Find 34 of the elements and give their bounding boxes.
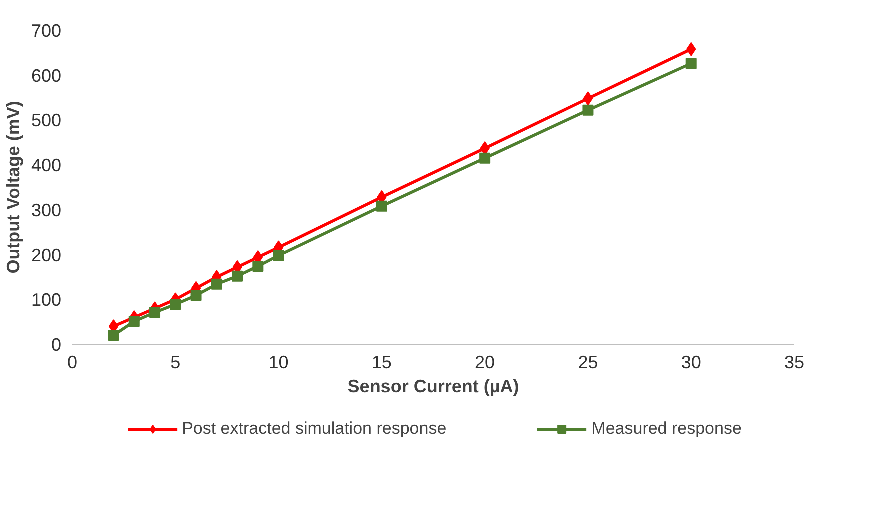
point — [252, 260, 264, 272]
x-tick-label: 35 — [784, 352, 805, 372]
point — [376, 200, 388, 212]
point — [273, 250, 284, 262]
point — [582, 104, 594, 116]
y-tick-label: 500 — [31, 110, 62, 131]
point — [128, 316, 140, 328]
point — [190, 290, 202, 302]
point — [232, 270, 244, 282]
x-tick-label: 15 — [372, 352, 392, 372]
point — [108, 330, 120, 342]
y-axis-title: Output Voltage (mV) — [3, 101, 24, 274]
point — [686, 58, 697, 70]
y-tick-label: 0 — [51, 335, 62, 355]
x-tick-label: 20 — [475, 352, 496, 372]
x-tick-label: 25 — [578, 352, 598, 372]
point — [150, 307, 161, 318]
x-axis-title: Sensor Current (µA) — [348, 376, 520, 396]
y-tick-label: 400 — [31, 156, 62, 176]
y-tick-label: 300 — [31, 200, 62, 220]
legend-label: Post extracted simulation response — [182, 419, 447, 439]
point — [480, 152, 491, 164]
point — [583, 92, 594, 106]
point — [211, 278, 222, 290]
legend-label: Measured response — [592, 419, 742, 439]
y-tick-label: 200 — [31, 245, 62, 266]
x-tick-label: 0 — [67, 352, 78, 372]
x-tick-label: 30 — [681, 352, 702, 372]
y-tick-label: 700 — [31, 21, 62, 41]
point — [170, 299, 182, 310]
x-tick-label: 5 — [170, 352, 181, 372]
y-tick-label: 600 — [31, 66, 62, 86]
y-tick-label: 100 — [31, 290, 62, 310]
x-tick-label: 10 — [268, 352, 289, 372]
